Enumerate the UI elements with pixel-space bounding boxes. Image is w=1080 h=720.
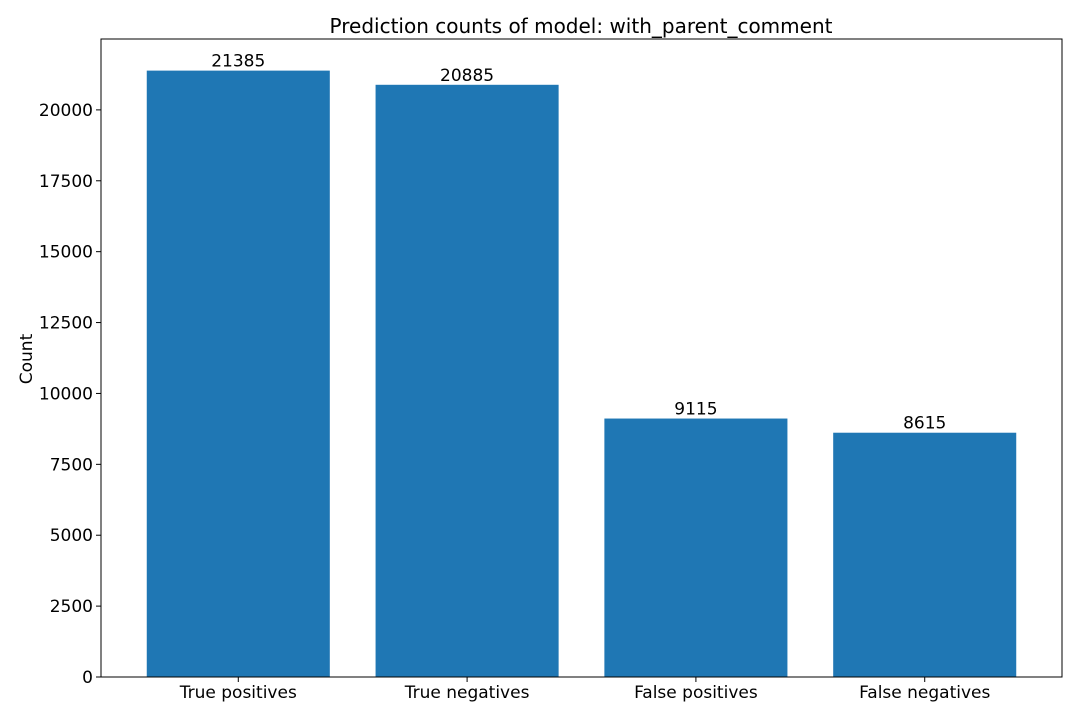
bar-value-labels: 21385 20885 9115 8615 [211, 52, 946, 434]
y-tick-label-0: 0 [82, 668, 93, 688]
bar-false-negatives [833, 432, 1017, 677]
plot-frame [100, 38, 1063, 678]
y-tick-label-15000: 15000 [39, 243, 93, 263]
bar-true-positives [146, 70, 330, 677]
x-axis: True positives True negatives False positi… [179, 677, 990, 703]
bar-value-label-false-negatives: 8615 [903, 414, 946, 434]
chart-title: Prediction counts of model: with_parent_… [330, 14, 833, 38]
y-tick-label-17500: 17500 [39, 172, 93, 192]
y-tick-label-20000: 20000 [39, 101, 93, 121]
x-tick-label-true-positives: True positives [179, 683, 297, 703]
x-tick-label-true-negatives: True negatives [404, 683, 530, 703]
bar-value-label-true-negatives: 20885 [440, 66, 494, 86]
y-tick-label-5000: 5000 [50, 526, 93, 546]
bars-group [146, 70, 1017, 678]
bar-false-positives [604, 418, 788, 677]
bar-value-label-true-positives: 21385 [211, 52, 265, 72]
y-axis: 0 2500 5000 7500 10000 12500 15000 17500 20000 [39, 101, 101, 688]
y-tick-label-12500: 12500 [39, 314, 93, 334]
bar-true-negatives [375, 84, 559, 678]
y-tick-label-10000: 10000 [39, 384, 93, 404]
x-tick-label-false-negatives: False negatives [859, 683, 990, 703]
x-tick-label-false-positives: False positives [634, 683, 758, 703]
y-axis-label: Count [17, 333, 37, 384]
bar-value-label-false-positives: 9115 [674, 400, 717, 420]
y-tick-label-2500: 2500 [50, 597, 93, 617]
y-tick-label-7500: 7500 [50, 455, 93, 475]
